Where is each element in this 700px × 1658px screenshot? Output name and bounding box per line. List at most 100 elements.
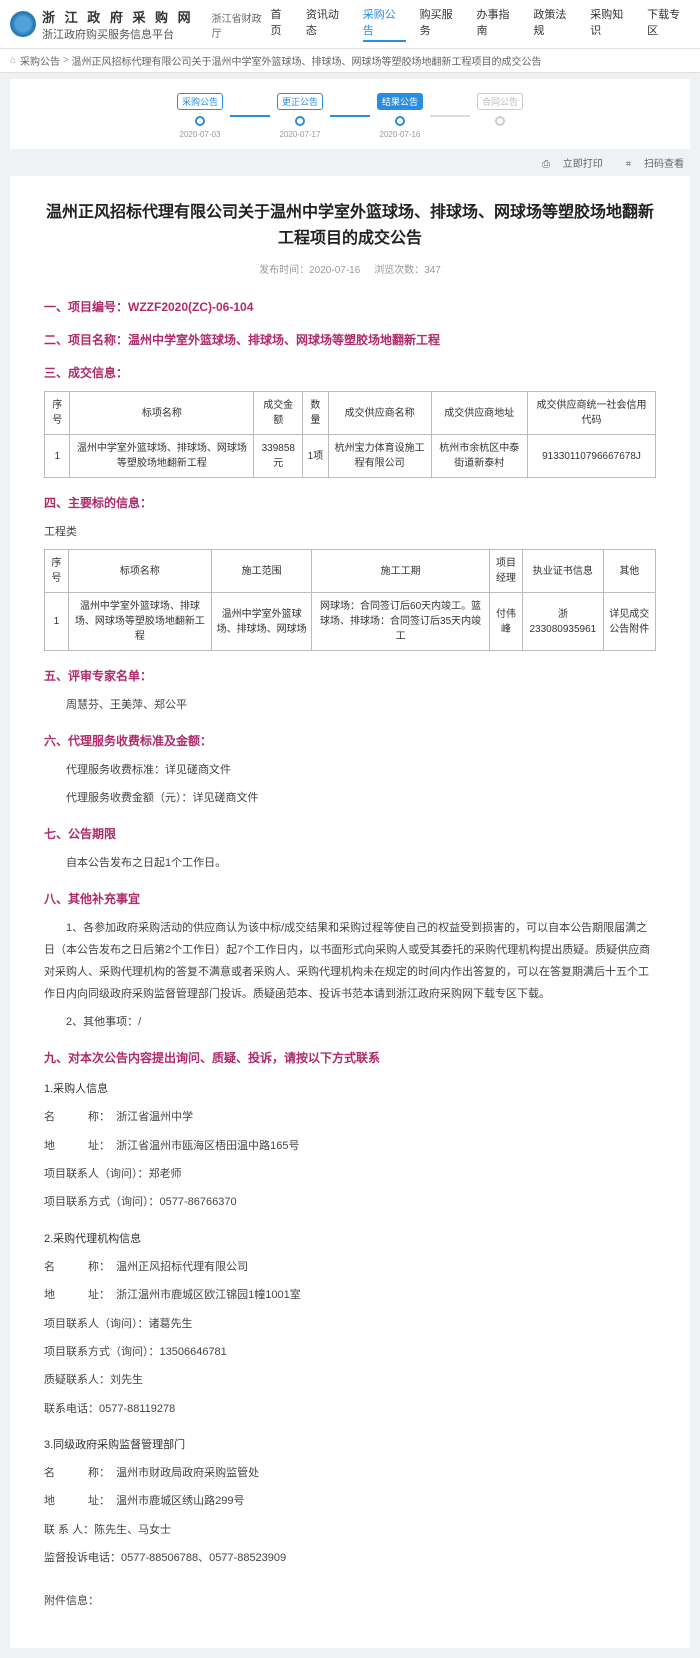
step-date: 2020-07-17 [280,130,321,139]
timeline-step[interactable]: 合同公告 [470,93,530,130]
field-value: 浙江省温州市瓯海区梧田温中路165号 [116,1140,299,1152]
field-line: 项目联系人（询问）：诸葛先生 [44,1311,656,1337]
timeline-step[interactable]: 采购公告 2020-07-03 [170,93,230,139]
step-date: 2020-07-16 [380,130,421,139]
publish-label: 发布时间： [259,265,309,276]
field-value: 13506646781 [160,1346,227,1358]
th: 施工范围 [211,550,311,593]
supplement-p1: 1、各参加政府采购活动的供应商认为该中标/成交结果和采购过程等使自己的权益受到损… [44,917,656,1005]
td: 1 [45,593,69,651]
breadcrumb: ⌂ 采购公告 > 温州正风招标代理有限公司关于温州中学室外篮球场、排球场、网球场… [0,49,700,73]
field-value: 温州市财政局政府采购监管处 [116,1467,259,1479]
step-label: 结果公告 [377,93,423,110]
nav-item[interactable]: 下载专区 [647,6,690,42]
step-dot-icon [395,116,405,126]
timeline-connector [430,115,470,117]
site-header: 浙 江 政 府 采 购 网 浙江政府购买服务信息平台 浙江省财政厅 首页 资讯动… [0,0,700,49]
field-line: 地 址： 浙江省温州市瓯海区梧田温中路165号 [44,1133,656,1159]
step-dot-icon [295,116,305,126]
field-value: 0577-88119278 [99,1403,175,1415]
step-dot-icon [495,116,505,126]
field-line: 名 称： 温州市财政局政府采购监管处 [44,1460,656,1486]
field-line: 质疑联系人：刘先生 [44,1367,656,1393]
td: 杭州市余杭区中泰街道新泰村 [431,435,527,478]
timeline-step-current[interactable]: 结果公告 2020-07-16 [370,93,430,139]
step-label: 合同公告 [477,93,523,110]
publish-date: 2020-07-16 [309,265,360,276]
print-label: 立即打印 [563,159,603,170]
table-row: 1 温州中学室外篮球场、排球场、网球场等塑胶场地翻新工程 温州中学室外篮球场、排… [45,593,656,651]
th: 序号 [45,550,69,593]
field-label: 监督投诉电话： [44,1552,121,1564]
td: 91330110796667678J [528,435,656,478]
th: 成交供应商统一社会信用代码 [528,392,656,435]
field-value: 0577-88506788、0577-88523909 [121,1552,286,1564]
nav-item[interactable]: 政策法规 [533,6,576,42]
td: 详见成交公告附件 [603,593,655,651]
field-line: 项目联系人（询问）：郑老师 [44,1161,656,1187]
field-value: 浙江温州市鹿城区欧江锦园1幢1001室 [116,1289,301,1301]
timeline-connector [230,115,270,117]
fee-standard: 代理服务收费标准：详见磋商文件 [44,759,656,781]
step-label: 采购公告 [177,93,223,110]
timeline-track: 采购公告 2020-07-03 更正公告 2020-07-17 结果公告 202… [30,93,670,139]
attachments-label: 附件信息： [44,1592,656,1608]
nav-item[interactable]: 购买服务 [420,6,463,42]
timeline: 采购公告 2020-07-03 更正公告 2020-07-17 结果公告 202… [10,79,690,149]
field-label: 地 址 [44,1140,99,1152]
document-body: 温州正风招标代理有限公司关于温州中学室外篮球场、排球场、网球场等塑胶场地翻新工程… [10,176,690,1648]
section-head: 一、项目编号：WZZF2020(ZC)-06-104 [44,298,656,315]
top-nav: 首页 资讯动态 采购公告 购买服务 办事指南 政策法规 采购知识 下载专区 [270,6,690,42]
print-button[interactable]: ⎙ 立即打印 [532,159,603,170]
doc-actions: ⎙ 立即打印 ⌗ 扫码查看 [16,155,684,170]
th: 标项名称 [70,392,254,435]
field-line: 名 称： 浙江省温州中学 [44,1104,656,1130]
field-label: 项目联系方式（询问）： [44,1346,160,1358]
table-row: 序号 标项名称 施工范围 施工工期 项目经理 执业证书信息 其他 [45,550,656,593]
table-row: 序号 标项名称 成交金额 数量 成交供应商名称 成交供应商地址 成交供应商统一社… [45,392,656,435]
home-icon[interactable]: ⌂ [10,55,16,66]
section-head: 六、代理服务收费标准及金额： [44,732,656,749]
section-head: 五、评审专家名单： [44,667,656,684]
field-value: 陈先生、马女士 [94,1524,171,1536]
field-label: 联 系 人： [44,1524,94,1536]
crumb-sep: > [60,55,71,66]
field-value: 温州市鹿城区绣山路299号 [116,1495,244,1507]
field-line: 项目联系方式（询问）：0577-86766370 [44,1189,656,1215]
field-line: 地 址： 浙江温州市鹿城区欧江锦园1幢1001室 [44,1282,656,1308]
th: 成交供应商名称 [328,392,431,435]
experts-list: 周慧芬、王美萍、郑公平 [44,694,656,716]
views-label: 浏览次数： [374,265,424,276]
print-icon: ⎙ [542,159,550,170]
scan-label: 扫码查看 [644,159,684,170]
nav-item[interactable]: 办事指南 [477,6,520,42]
field-value: 温州正风招标代理有限公司 [116,1261,248,1273]
crumb-item[interactable]: 采购公告 [20,53,60,68]
td: 1 [45,435,70,478]
field-line: 联 系 人：陈先生、马女士 [44,1517,656,1543]
th: 成交金额 [254,392,303,435]
subject-info-table: 序号 标项名称 施工范围 施工工期 项目经理 执业证书信息 其他 1 温州中学室… [44,549,656,651]
site-titles: 浙 江 政 府 采 购 网 浙江政府购买服务信息平台 [42,7,194,42]
nav-item[interactable]: 首页 [270,6,291,42]
field-label: 项目联系方式（询问）： [44,1196,160,1208]
field-line: 项目联系方式（询问）：13506646781 [44,1339,656,1365]
field-line: 监督投诉电话：0577-88506788、0577-88523909 [44,1545,656,1571]
section-head: 八、其他补充事宜 [44,890,656,907]
nav-item[interactable]: 采购知识 [590,6,633,42]
field-label: 名 称 [44,1111,99,1123]
field-value: 诸葛先生 [149,1318,193,1330]
nav-item-active[interactable]: 采购公告 [363,6,406,42]
scan-button[interactable]: ⌗ 扫码查看 [616,159,684,170]
doc-title: 温州正风招标代理有限公司关于温州中学室外篮球场、排球场、网球场等塑胶场地翻新工程… [44,200,656,251]
field-label: 名 称 [44,1261,99,1273]
nav-item[interactable]: 资讯动态 [306,6,349,42]
timeline-step[interactable]: 更正公告 2020-07-17 [270,93,330,139]
notice-period: 自本公告发布之日起1个工作日。 [44,852,656,874]
deal-info-table: 序号 标项名称 成交金额 数量 成交供应商名称 成交供应商地址 成交供应商统一社… [44,391,656,478]
field-label: 质疑联系人： [44,1374,110,1386]
td: 339858元 [254,435,303,478]
views-count: 347 [424,265,441,276]
td: 温州中学室外篮球场、排球场、网球场等塑胶场地翻新工程 [70,435,254,478]
section-head: 四、主要标的信息： [44,494,656,511]
